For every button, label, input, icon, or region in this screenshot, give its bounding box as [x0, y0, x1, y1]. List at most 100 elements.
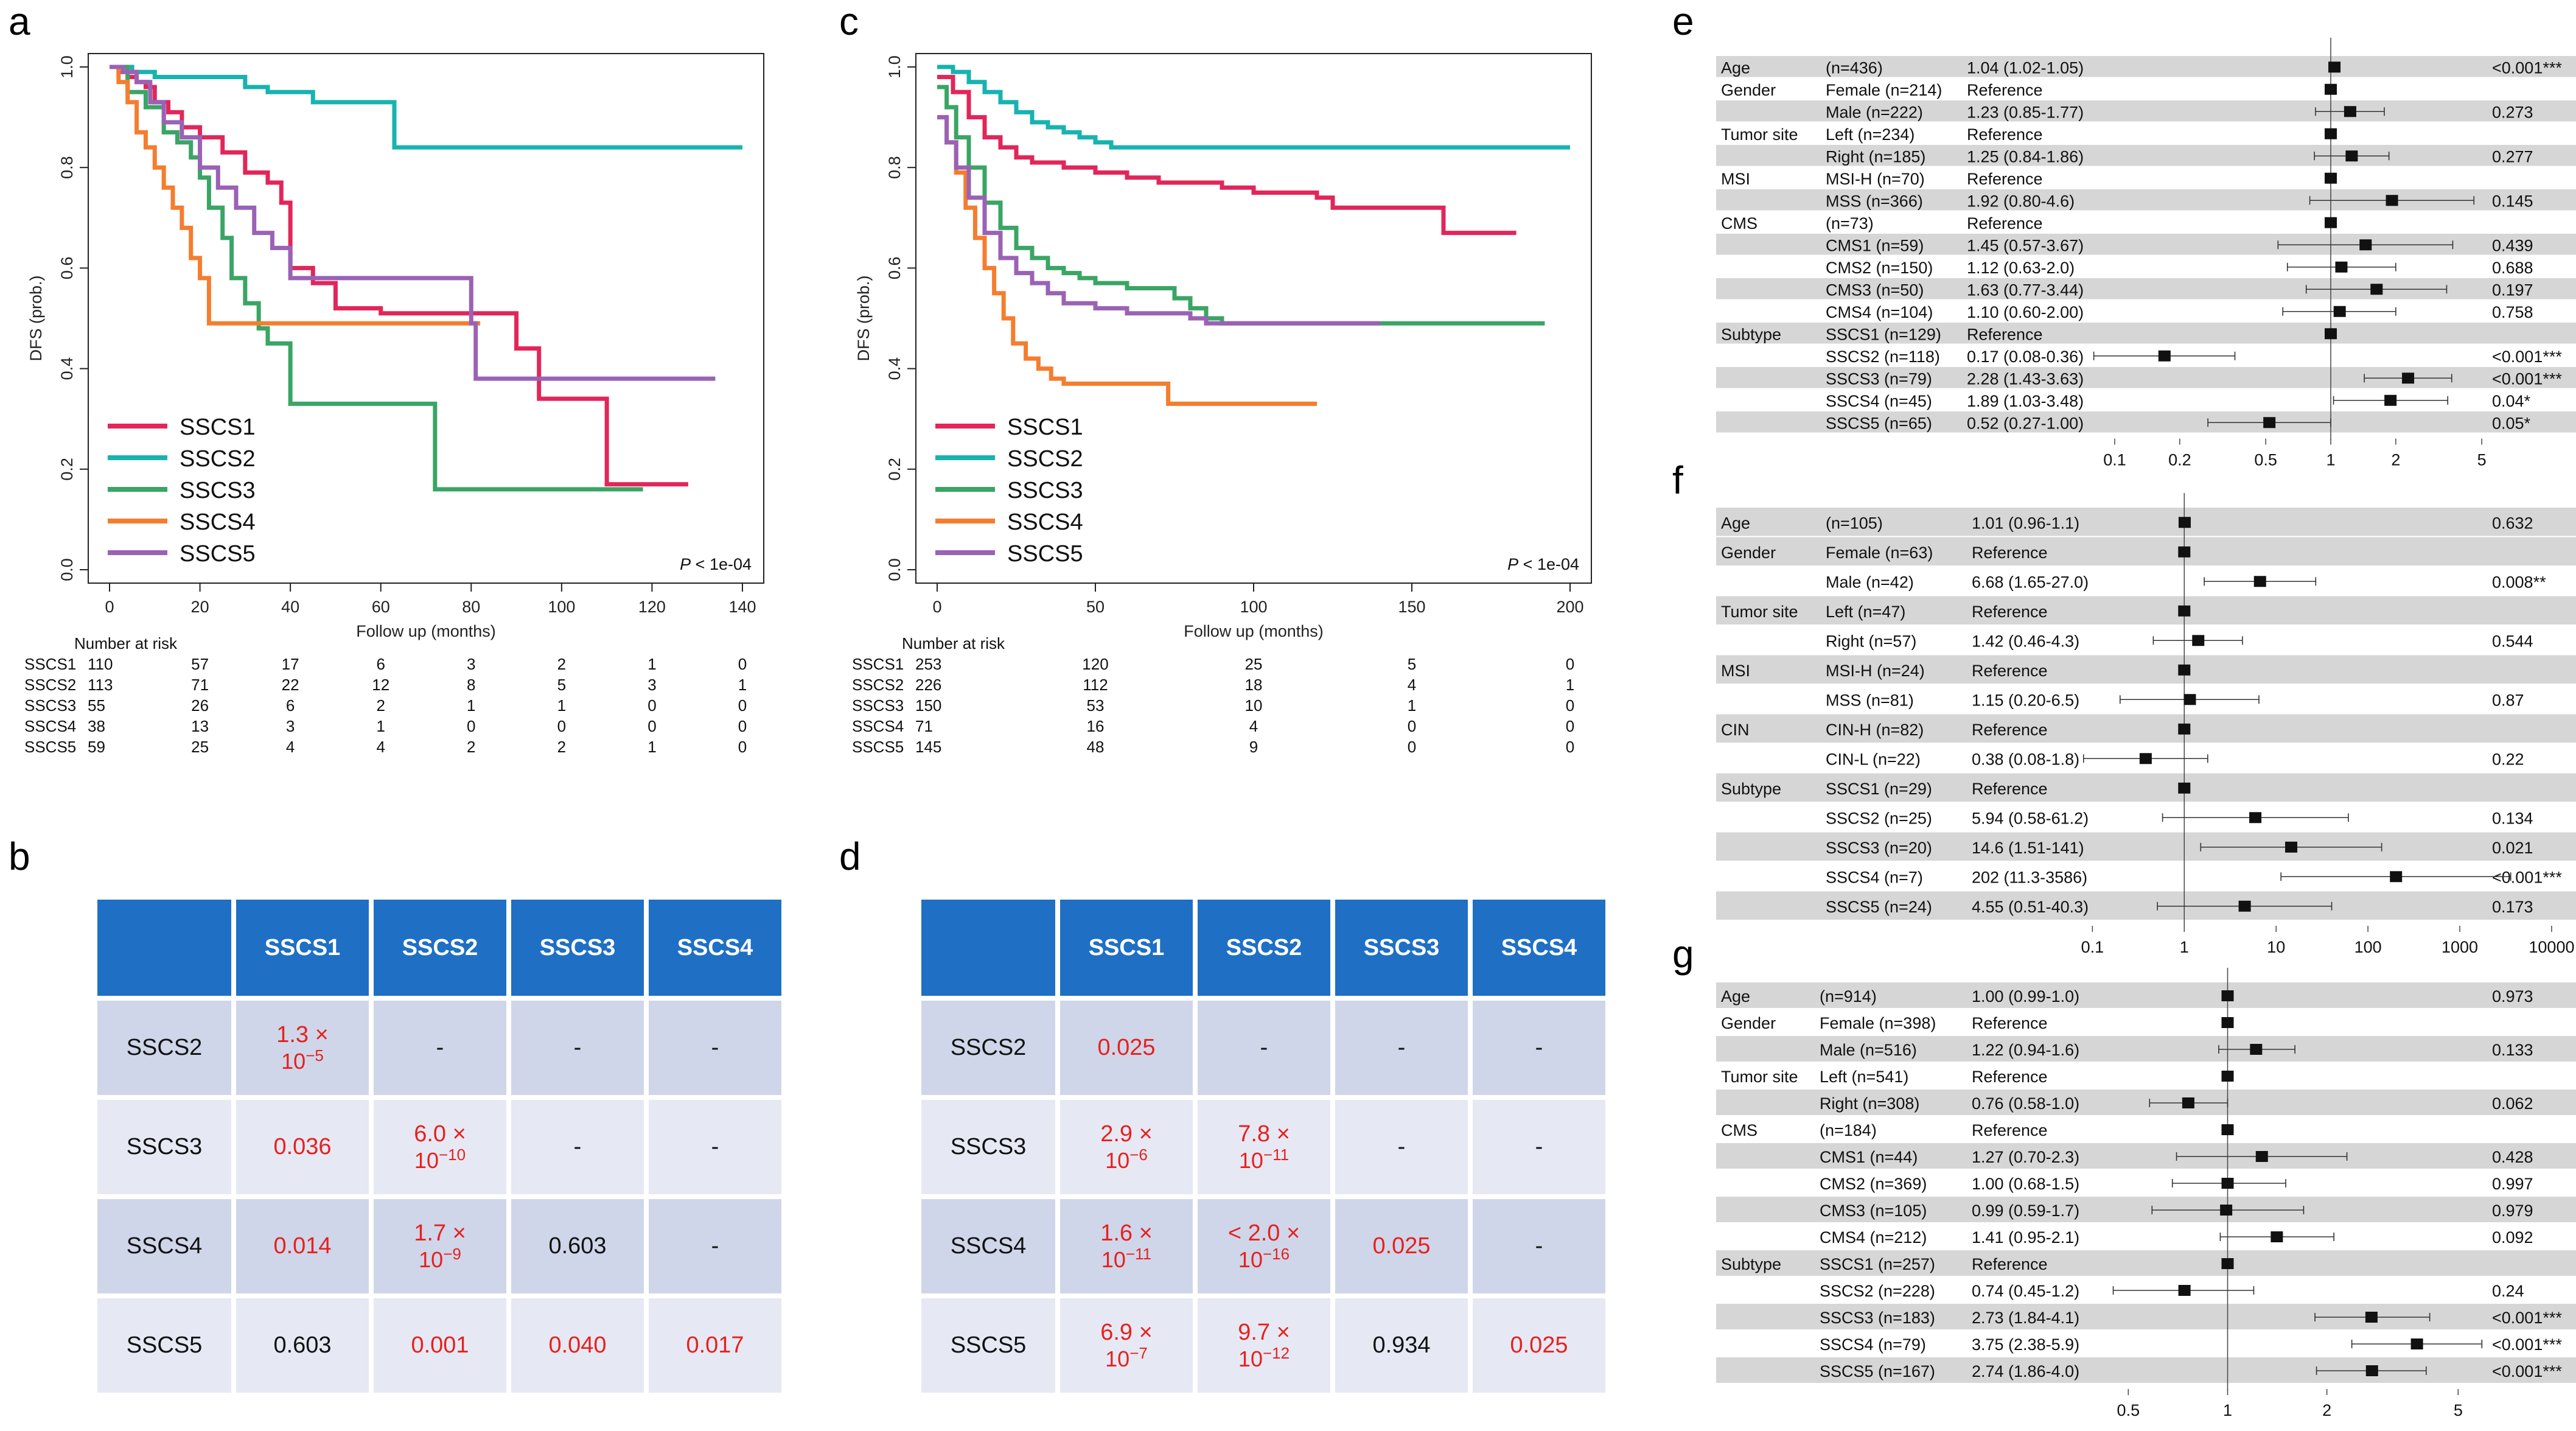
hazard-ratio-marker [2178, 517, 2191, 528]
risk-table-count: 1 [647, 738, 656, 756]
hazard-ratio-marker [2402, 373, 2415, 384]
p-value: - [1397, 1133, 1406, 1160]
table-row: SSCS2 1.3 × 10−5- - - [97, 1001, 781, 1095]
exponent-power: −11 [1263, 1145, 1290, 1164]
row-band [1716, 596, 2576, 625]
p-value: - [1535, 1233, 1543, 1259]
risk-table-count: 3 [467, 655, 475, 673]
column-header: SSCS4 [649, 900, 781, 996]
hazard-ratio-marker [2178, 605, 2191, 617]
exponent-power: −16 [1262, 1244, 1290, 1263]
risk-table-count: 17 [282, 655, 299, 673]
risk-table-count: 5 [1408, 655, 1416, 673]
row-band [1716, 1197, 2576, 1222]
forest-variable: Subtype [1721, 325, 1781, 343]
km-curve-sscs2 [937, 65, 1570, 150]
risk-table-count: 0 [738, 738, 747, 756]
p-value: - [1535, 1034, 1543, 1060]
y-tick-label: 0.2 [885, 458, 904, 481]
risk-table-count: 5 [557, 676, 566, 694]
risk-table-count: 0 [467, 717, 475, 735]
risk-table-group: SSCS5 [24, 738, 76, 756]
p-value: - [711, 1133, 719, 1160]
forest-subgroup: Female (n=63) [1826, 544, 1933, 562]
x-tick-label: 1 [2180, 938, 2189, 956]
forest-p-value: 0.277 [2492, 147, 2533, 166]
table-cell: - [1473, 1001, 1605, 1095]
x-tick-label: 120 [638, 598, 666, 616]
table-cell: - [1335, 1100, 1468, 1194]
forest-estimate: Reference [1967, 170, 2043, 188]
table-cell: 1.6 × 10−11 [1060, 1199, 1193, 1293]
x-axis-label: Follow up (months) [1184, 622, 1324, 640]
forest-p-value: 0.092 [2492, 1228, 2533, 1247]
forest-p-value: <0.001*** [2492, 1362, 2562, 1380]
row-band [1716, 982, 2576, 1008]
hazard-ratio-marker [2255, 1151, 2268, 1162]
risk-table-count: 0 [647, 696, 656, 715]
table-row: SSCS3 2.9 × 10−6 7.8 × 10−11- - [921, 1100, 1605, 1194]
table-cell: 0.040 [511, 1298, 644, 1393]
table-cell: 6.9 × 10−7 [1060, 1298, 1193, 1393]
table-cell: 0.025 [1335, 1199, 1468, 1293]
p-value: - [573, 1133, 582, 1160]
legend-label: SSCS1 [1007, 415, 1083, 440]
forest-estimate: 6.68 (1.65-27.0) [1972, 573, 2089, 591]
risk-table-count: 3 [647, 676, 656, 694]
x-tick-label: 10 [2267, 938, 2285, 956]
forest-variable: MSI [1721, 170, 1750, 188]
risk-table-count: 4 [1249, 717, 1258, 735]
y-tick-label: 0.4 [58, 357, 76, 380]
table-cell: 0.014 [236, 1199, 369, 1293]
risk-table-count: 55 [88, 696, 105, 715]
y-tick-label: 1.0 [58, 55, 76, 79]
hazard-ratio-marker [2221, 1071, 2234, 1082]
forest-p-value: <0.001*** [2492, 1309, 2562, 1327]
table-cell: 0.036 [236, 1100, 369, 1194]
forest-subgroup: (n=914) [1820, 987, 1877, 1006]
forest-estimate: 1.15 (0.20-6.5) [1972, 691, 2079, 709]
exponent-power: −9 [443, 1244, 461, 1263]
x-tick-label: 20 [191, 598, 209, 616]
hazard-ratio-marker [2370, 284, 2383, 295]
forest-plot-f: Age (n=105) 1.01 (0.96-1.1) 0.632 Gender Fema… [1716, 493, 2576, 956]
column-header: SSCS4 [1473, 900, 1605, 996]
hazard-ratio-marker [2390, 871, 2403, 883]
forest-estimate: Reference [1967, 214, 2043, 233]
risk-table-count: 3 [286, 717, 295, 735]
km-curve-sscs4 [110, 65, 481, 326]
x-tick-label: 2 [2322, 1401, 2331, 1419]
exponent-base: 10 [419, 1247, 444, 1272]
forest-estimate: 1.00 (0.99-1.0) [1972, 987, 2079, 1006]
km-curve-sscs1 [937, 75, 1517, 236]
forest-estimate: 202 (11.3-3586) [1972, 868, 2087, 886]
forest-p-value: 0.021 [2492, 839, 2533, 857]
risk-table-count: 59 [88, 738, 105, 756]
forest-subgroup: CMS2 (n=369) [1820, 1175, 1927, 1193]
risk-table-count: 53 [1087, 696, 1105, 715]
forest-estimate: 0.17 (0.08-0.36) [1967, 348, 2084, 366]
forest-estimate: 1.42 (0.46-4.3) [1972, 632, 2079, 650]
hazard-ratio-marker [2359, 239, 2372, 251]
forest-subgroup: SSCS3 (n=183) [1820, 1309, 1935, 1327]
column-header: SSCS3 [511, 900, 644, 996]
column-header: SSCS2 [1198, 900, 1330, 996]
forest-subgroup: CIN-H (n=82) [1826, 721, 1924, 739]
hazard-ratio-marker [2335, 261, 2348, 273]
forest-p-value: <0.001*** [2492, 868, 2562, 886]
hazard-ratio-marker [2250, 1044, 2263, 1055]
table-row: SSCS4 0.014 1.7 × 10−9 0.603 - [97, 1199, 781, 1293]
risk-table-count: 38 [88, 717, 105, 735]
x-tick-label: 80 [462, 598, 480, 616]
risk-table-title: Number at risk [74, 634, 178, 653]
p-value-mantissa: 7.8 × [1238, 1121, 1290, 1147]
hazard-ratio-marker [2324, 128, 2337, 139]
risk-table-count: 0 [647, 717, 656, 735]
table-cell: - [374, 1001, 506, 1095]
p-value-mantissa: 1.6 × [1100, 1220, 1153, 1246]
x-tick-label: 0.5 [2254, 451, 2277, 469]
p-value-symbol: P [1507, 555, 1518, 573]
forest-subgroup: SSCS5 (n=65) [1826, 414, 1932, 432]
forest-subgroup: CMS2 (n=150) [1826, 259, 1933, 277]
forest-subgroup: SSCS2 (n=228) [1820, 1282, 1935, 1300]
